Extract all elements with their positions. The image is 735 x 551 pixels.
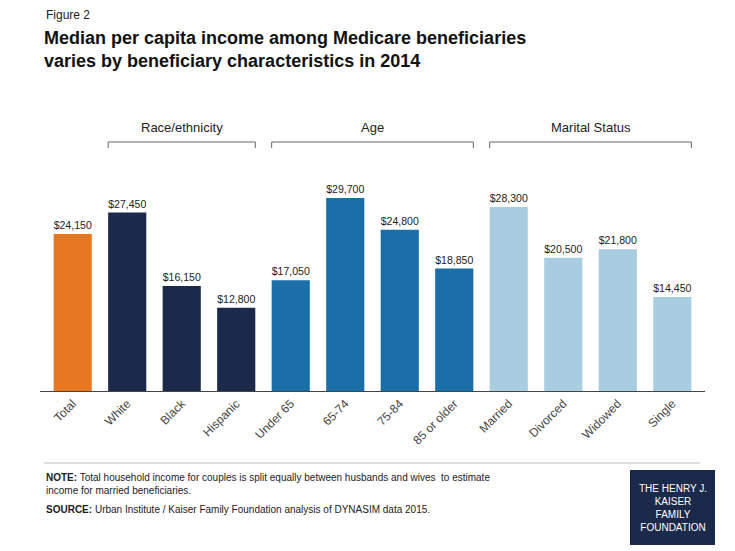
svg-text:$20,500: $20,500	[544, 243, 582, 255]
svg-text:Divorced: Divorced	[526, 397, 569, 440]
svg-text:$29,700: $29,700	[326, 183, 364, 195]
svg-text:Figure 2: Figure 2	[46, 8, 90, 22]
svg-text:SOURCE: Urban Institute / Kais: SOURCE: Urban Institute / Kaiser Family …	[46, 504, 430, 515]
svg-text:$24,150: $24,150	[54, 219, 92, 231]
svg-text:Marital Status: Marital Status	[551, 120, 631, 135]
svg-text:$21,800: $21,800	[599, 234, 637, 246]
svg-text:Total: Total	[51, 397, 79, 425]
svg-text:White: White	[102, 397, 134, 429]
svg-text:Age: Age	[361, 120, 384, 135]
svg-text:Black: Black	[157, 396, 188, 427]
svg-text:$27,450: $27,450	[108, 198, 146, 210]
svg-text:85 or older: 85 or older	[410, 397, 460, 447]
svg-text:$12,800: $12,800	[217, 293, 255, 305]
svg-text:Under 65: Under 65	[252, 397, 297, 442]
svg-text:Hispanic: Hispanic	[200, 397, 242, 439]
svg-text:$24,800: $24,800	[381, 215, 419, 227]
svg-text:75-84: 75-84	[375, 397, 407, 429]
svg-text:$17,050: $17,050	[272, 265, 310, 277]
svg-text:$18,850: $18,850	[435, 254, 473, 266]
svg-text:Median per capita income among: Median per capita income among Medicare …	[44, 28, 526, 71]
svg-text:THE HENRY J.KAISERFAMILYFOUNDA: THE HENRY J.KAISERFAMILYFOUNDATION	[639, 483, 707, 533]
svg-text:Single: Single	[645, 397, 679, 431]
svg-text:Married: Married	[476, 397, 515, 436]
svg-text:Widowed: Widowed	[579, 397, 624, 442]
svg-text:65-74: 65-74	[320, 397, 352, 429]
svg-text:$16,150: $16,150	[163, 271, 201, 283]
svg-text:Race/ethnicity: Race/ethnicity	[141, 120, 223, 135]
svg-text:$14,450: $14,450	[653, 282, 691, 294]
svg-text:$28,300: $28,300	[490, 192, 528, 204]
svg-text:NOTE: Total household income f: NOTE: Total household income for couples…	[46, 472, 490, 496]
